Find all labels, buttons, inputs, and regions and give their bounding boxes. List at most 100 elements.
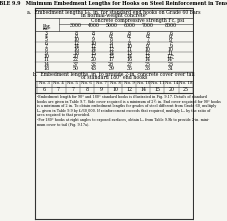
- Text: 9: 9: [169, 44, 172, 49]
- Text: 8: 8: [74, 31, 77, 36]
- Text: b.  Embedment lengths, in. to provide 2-in. concrete cover over tail: b. Embedment lengths, in. to provide 2-i…: [33, 72, 194, 77]
- Text: 14: 14: [126, 54, 132, 59]
- Text: 6: 6: [109, 31, 112, 36]
- Text: 32: 32: [90, 62, 96, 67]
- Text: 4: 4: [45, 34, 48, 39]
- Text: size: size: [42, 26, 51, 30]
- Text: 12: 12: [144, 51, 150, 56]
- Text: 9: 9: [45, 51, 48, 56]
- Text: 25: 25: [182, 87, 188, 92]
- Text: 13: 13: [144, 54, 150, 59]
- Text: 12ᵇ: 12ᵇ: [166, 54, 174, 59]
- Text: 23: 23: [167, 62, 173, 67]
- Text: 4000: 4000: [87, 23, 99, 28]
- Text: 14ᵇ: 14ᵇ: [166, 57, 174, 62]
- Text: in normal-weight concreteᵃ: in normal-weight concreteᵃ: [80, 13, 147, 18]
- Text: 14: 14: [140, 87, 146, 92]
- Text: 10: 10: [90, 41, 96, 46]
- Text: 6ᵇ: 6ᵇ: [168, 34, 173, 39]
- Text: no.: no.: [43, 27, 50, 32]
- Text: 12: 12: [126, 87, 132, 92]
- Text: 7: 7: [57, 87, 60, 92]
- Text: 14: 14: [43, 62, 49, 67]
- Text: 9: 9: [92, 37, 95, 42]
- Text: 43: 43: [90, 65, 96, 70]
- Text: 8: 8: [109, 37, 112, 42]
- Text: 18: 18: [43, 65, 49, 70]
- Text: 5000: 5000: [105, 23, 117, 28]
- Text: 8000: 8000: [164, 23, 176, 28]
- Text: Bar: Bar: [42, 24, 50, 28]
- Text: 11: 11: [43, 57, 49, 62]
- Text: area required to that provided.: area required to that provided.: [37, 113, 90, 117]
- Text: 12: 12: [90, 44, 96, 49]
- Text: TABLE 9.9   Minimum Embedment Lengths for Hooks on Steel Reinforcement in Tensio: TABLE 9.9 Minimum Embedment Lengths for …: [0, 2, 227, 6]
- Text: 13: 13: [126, 51, 132, 56]
- Text: 27: 27: [126, 62, 132, 67]
- Text: 31: 31: [167, 65, 173, 70]
- Text: No. 8: No. 8: [109, 82, 120, 86]
- Text: 11: 11: [108, 44, 114, 49]
- Text: 15: 15: [90, 51, 96, 56]
- Text: 8: 8: [85, 87, 88, 92]
- Text: 6: 6: [146, 31, 148, 36]
- Text: 15: 15: [108, 54, 114, 59]
- Text: 35: 35: [126, 65, 132, 70]
- Text: No. 9: No. 9: [123, 82, 134, 86]
- Text: 15: 15: [154, 87, 160, 92]
- Text: 7000: 7000: [141, 23, 153, 28]
- Text: 39: 39: [108, 65, 114, 70]
- Text: 10: 10: [167, 47, 173, 52]
- Text: No. 6: No. 6: [81, 82, 92, 86]
- Text: 16: 16: [73, 47, 79, 52]
- Text: No. 11: No. 11: [150, 82, 163, 86]
- Text: 25: 25: [144, 62, 150, 67]
- Text: 17: 17: [90, 54, 96, 59]
- Text: 5: 5: [45, 37, 48, 42]
- Text: No. 7: No. 7: [95, 82, 106, 86]
- Text: 20: 20: [90, 57, 96, 62]
- Text: 14: 14: [108, 51, 114, 56]
- Text: ᵇFor 180° hooks at right angles to exposed surfaces, obtain lₑₕ from Table 9.9b : ᵇFor 180° hooks at right angles to expos…: [37, 118, 208, 122]
- Text: 7: 7: [146, 37, 148, 42]
- Text: lₑₕ given in Table 9.9 by fᵧ/60,000. If reinforcement exceeds that required, mul: lₑₕ given in Table 9.9 by fᵧ/60,000. If …: [37, 109, 209, 113]
- Text: of standard 180° end hooks: of standard 180° end hooks: [80, 75, 147, 80]
- Text: 6000: 6000: [123, 23, 135, 28]
- Text: 10: 10: [73, 37, 79, 42]
- Text: No. 5: No. 5: [67, 82, 78, 86]
- Text: 10: 10: [126, 44, 132, 49]
- Text: 12: 12: [108, 47, 114, 52]
- Text: No. 4: No. 4: [53, 82, 64, 86]
- Text: No. 3: No. 3: [39, 82, 50, 86]
- Text: 17: 17: [108, 57, 114, 62]
- Text: 7: 7: [127, 37, 130, 42]
- Text: 20: 20: [168, 87, 174, 92]
- Text: 8: 8: [127, 41, 131, 46]
- Text: a.  Embedment lengths lₑₕ, in. for standard end hooks on Grade 60 bars: a. Embedment lengths lₑₕ, in. for standa…: [27, 10, 200, 15]
- Text: No. 10: No. 10: [136, 82, 149, 86]
- Text: 33: 33: [144, 65, 150, 70]
- Text: 3: 3: [45, 31, 48, 36]
- Text: 14: 14: [73, 44, 79, 49]
- Text: 7: 7: [92, 34, 95, 39]
- Text: Concrete compressive strength f'c, psi: Concrete compressive strength f'c, psi: [91, 18, 184, 23]
- Text: is a minimum of 2 in. To obtain embedment lengths for grades of steel different : is a minimum of 2 in. To obtain embedmen…: [37, 104, 215, 108]
- Text: 14: 14: [144, 57, 150, 62]
- Text: 6ᵇ: 6ᵇ: [168, 37, 173, 42]
- Text: 11: 11: [167, 51, 173, 56]
- Text: 7: 7: [45, 44, 48, 49]
- Text: 6ᵇ: 6ᵇ: [108, 34, 113, 39]
- Text: 10: 10: [111, 87, 118, 92]
- Text: 6: 6: [169, 31, 172, 36]
- Text: 10: 10: [144, 47, 150, 52]
- Text: 20: 20: [73, 54, 79, 59]
- Text: 9: 9: [109, 41, 112, 46]
- Text: 6: 6: [43, 87, 46, 92]
- Text: 28: 28: [108, 62, 114, 67]
- Text: 10: 10: [43, 54, 49, 59]
- Text: 11: 11: [126, 47, 132, 52]
- Text: 8: 8: [146, 41, 149, 46]
- Text: 18: 18: [73, 51, 79, 56]
- Text: 16: 16: [126, 57, 132, 62]
- Text: 8: 8: [127, 31, 131, 36]
